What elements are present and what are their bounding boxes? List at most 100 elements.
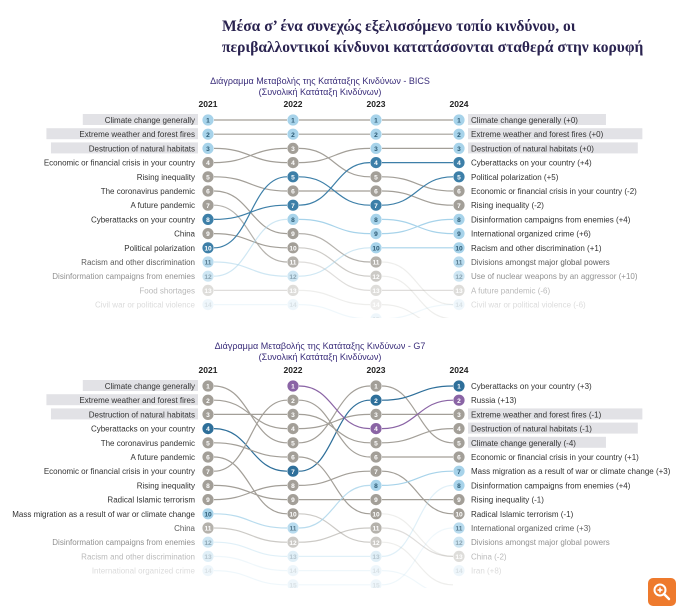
- bics-rank-number: 1: [457, 118, 461, 125]
- g7-left-label-6: A future pandemic: [131, 453, 195, 462]
- g7-rank-number: 4: [374, 426, 378, 433]
- bics-rank-number: 14: [289, 302, 297, 309]
- g7-rank-marker: [370, 508, 382, 520]
- bics-point-the-coronavirus-pandemic-2022: 9: [287, 228, 299, 240]
- g7-right-label-7: Mass migration as a result of war or cli…: [471, 467, 671, 476]
- g7-rank-marker: [370, 451, 382, 463]
- bics-right-label-highlight-1: [468, 114, 606, 125]
- g7-left-label-9: Radical Islamic terrorism: [107, 496, 195, 505]
- g7-rank-marker: [202, 494, 214, 506]
- g7-line-mass-migration-as-a-result-of-war-or-climate-change-seg-2: [298, 484, 371, 529]
- g7-rank-number: 13: [289, 554, 297, 561]
- bics-point-international-organized-crime-2023: 8: [370, 213, 382, 225]
- bics-rank-marker: [287, 299, 299, 311]
- g7-line-cyberattacks-on-your-country-seg-3: [381, 385, 454, 401]
- bics-rank-number: 9: [206, 231, 210, 238]
- bics-point-extreme-weather-and-forest-fires-2024: 2: [453, 128, 465, 140]
- bics-rank-number: 9: [291, 231, 295, 238]
- g7-point-a-future-pandemic-2022: 10: [287, 508, 299, 520]
- bics-rank-marker: [453, 157, 465, 169]
- bics-rank-marker: [370, 199, 382, 211]
- g7-line-economic-or-financial-crisis-in-your-country-seg-1: [213, 399, 288, 472]
- g7-rank-marker: [202, 423, 214, 435]
- bics-right-label-11: Divisions amongst major global powers: [471, 258, 610, 267]
- bics-rank-number: 14: [204, 302, 212, 309]
- g7-left-label-14: International organized crime: [92, 567, 196, 576]
- g7-point-radical-islamic-terrorism-2023: 7: [370, 465, 382, 477]
- bics-rank-number: 11: [373, 260, 380, 267]
- g7-rank-number: 9: [457, 497, 461, 504]
- g7-right-label-2: Russia (+13): [471, 396, 517, 405]
- g7-rank-marker: [453, 380, 465, 392]
- bics-right-label-2: Extreme weather and forest fires (+0): [471, 130, 604, 139]
- bics-rank-number: 10: [372, 245, 380, 252]
- g7-left-label-3: Destruction of natural habitats: [89, 410, 195, 419]
- bics-left-label-7: A future pandemic: [131, 201, 195, 210]
- bics-rank-marker: [370, 284, 382, 296]
- bics-point-civil-war-or-political-violence-2023: 15: [370, 313, 382, 318]
- g7-left-label-12: Disinformation campaigns from enemies: [52, 538, 195, 547]
- bics-rank-marker: [370, 157, 382, 169]
- bics-rank-marker: [370, 171, 382, 183]
- bics-rank-marker: [287, 114, 299, 126]
- bics-rank-marker: [370, 299, 382, 311]
- bics-line-racism-and-other-discrimination-seg-2: [298, 247, 371, 277]
- bics-point-economic-or-financial-crisis-in-your-country-2022: 3: [287, 142, 299, 154]
- g7-point-disinformation-campaigns-from-enemies-2024: 8: [453, 479, 465, 491]
- bics-point-political-polarization-2023: 7: [370, 199, 382, 211]
- g7-right-label-13: China (-2): [471, 552, 507, 561]
- bics-rank-marker: [453, 142, 465, 154]
- bics-rank-marker: [370, 270, 382, 282]
- bics-line-racism-and-other-discrimination-seg-1: [213, 261, 288, 277]
- g7-point-mass-migration-as-a-result-of-war-or-climate-change-2023: 8: [370, 479, 382, 491]
- bics-rank-number: 8: [374, 217, 378, 224]
- zoom-button[interactable]: [648, 578, 676, 606]
- bics-rank-number: 4: [291, 160, 295, 167]
- bics-point-cyberattacks-on-your-country-2024: 4: [453, 157, 465, 169]
- bics-point-rising-inequality-2024: 7: [453, 199, 465, 211]
- bics-point-climate-change-generally-2022: 1: [287, 114, 299, 126]
- bics-rank-number: 2: [374, 132, 378, 139]
- g7-rank-number: 5: [374, 440, 378, 447]
- g7-point-cyberattacks-on-your-country-2024: 1: [453, 380, 465, 392]
- g7-rank-marker: [453, 451, 465, 463]
- bics-point-destruction-of-natural-habitats-2024: 3: [453, 142, 465, 154]
- g7-point-international-organized-crime-2023: 15: [370, 579, 382, 588]
- g7-line-mass-migration-as-a-result-of-war-or-climate-change-seg-3: [381, 470, 454, 486]
- bics-rank-number: 3: [206, 146, 210, 153]
- bics-point-climate-change-generally-2023: 1: [370, 114, 382, 126]
- g7-rank-number: 11: [373, 526, 380, 533]
- bics-rank-marker: [287, 185, 299, 197]
- g7-rank-marker: [287, 550, 299, 562]
- bics-rank-number: 7: [291, 203, 295, 210]
- bics-point-cyberattacks-on-your-country-2022: 7: [287, 199, 299, 211]
- g7-point-a-future-pandemic-2023: 12: [370, 536, 382, 548]
- bics-rank-marker: [202, 270, 214, 282]
- bics-rank-number: 8: [206, 217, 210, 224]
- bics-rank-number: 12: [455, 274, 463, 281]
- g7-rank-marker: [202, 550, 214, 562]
- g7-rank-number: 11: [290, 526, 297, 533]
- g7-line-the-coronavirus-pandemic-seg-2: [298, 456, 371, 515]
- bics-rank-marker: [202, 199, 214, 211]
- g7-rank-marker: [453, 536, 465, 548]
- g7-point-radical-islamic-terrorism-2022: 8: [287, 479, 299, 491]
- g7-right-label-11: International organized crime (+3): [471, 524, 591, 533]
- bics-line-food-shortages-seg-2: [298, 289, 371, 306]
- bics-rank-number: 1: [291, 118, 295, 125]
- g7-line-the-coronavirus-pandemic-seg-3: [381, 513, 454, 557]
- bics-rank-marker: [202, 284, 214, 296]
- g7-rank-marker: [453, 465, 465, 477]
- g7-point-economic-or-financial-crisis-in-your-country-2021: 7: [202, 465, 214, 477]
- bics-point-racism-and-other-discrimination-2023: 10: [370, 242, 382, 254]
- bics-rank-marker: [202, 256, 214, 268]
- g7-rank-marker: [287, 394, 299, 406]
- g7-rank-number: 7: [206, 469, 210, 476]
- bics-right-label-highlight-3: [468, 142, 638, 154]
- bics-rank-marker: [370, 242, 382, 254]
- bics-rank-marker: [453, 284, 465, 296]
- bics-point-political-polarization-2024: 5: [453, 171, 465, 183]
- g7-rank-number: 10: [372, 511, 380, 518]
- bics-line-disinformation-campaigns-from-enemies-seg-2: [298, 218, 371, 235]
- g7-point-russia-2022: 1: [287, 380, 299, 392]
